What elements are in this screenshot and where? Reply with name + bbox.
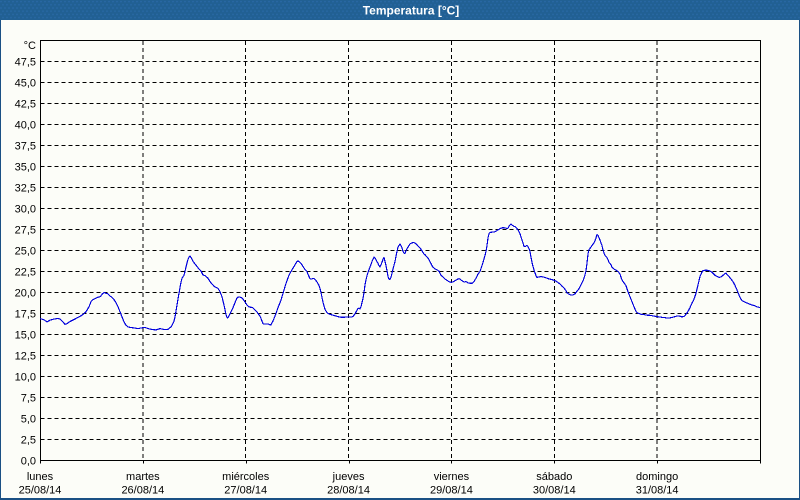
svg-text:30,0: 30,0 xyxy=(15,204,36,216)
svg-text:28/08/14: 28/08/14 xyxy=(327,485,370,497)
svg-text:40,0: 40,0 xyxy=(15,120,36,132)
svg-text:17,5: 17,5 xyxy=(15,309,36,321)
svg-text:31/08/14: 31/08/14 xyxy=(636,485,679,497)
svg-text:20,0: 20,0 xyxy=(15,288,36,300)
svg-text:37,5: 37,5 xyxy=(15,141,36,153)
svg-text:30/08/14: 30/08/14 xyxy=(533,485,576,497)
svg-text:35,0: 35,0 xyxy=(15,162,36,174)
svg-text:7,5: 7,5 xyxy=(21,393,36,405)
svg-text:miércoles: miércoles xyxy=(222,471,270,483)
svg-text:domingo: domingo xyxy=(636,471,678,483)
svg-text:Temperatura [°C]: Temperatura [°C] xyxy=(363,4,460,18)
svg-text:27/08/14: 27/08/14 xyxy=(224,485,267,497)
svg-text:°C: °C xyxy=(24,40,36,52)
svg-text:22,5: 22,5 xyxy=(15,267,36,279)
svg-text:32,5: 32,5 xyxy=(15,183,36,195)
svg-text:47,5: 47,5 xyxy=(15,57,36,69)
svg-text:5,0: 5,0 xyxy=(21,414,36,426)
svg-text:2,5: 2,5 xyxy=(21,435,36,447)
svg-text:25,0: 25,0 xyxy=(15,246,36,258)
svg-text:27,5: 27,5 xyxy=(15,225,36,237)
svg-text:jueves: jueves xyxy=(332,471,365,483)
svg-text:42,5: 42,5 xyxy=(15,99,36,111)
svg-text:lunes: lunes xyxy=(27,471,54,483)
svg-text:10,0: 10,0 xyxy=(15,372,36,384)
svg-text:12,5: 12,5 xyxy=(15,351,36,363)
svg-text:25/08/14: 25/08/14 xyxy=(19,485,62,497)
svg-text:0,0: 0,0 xyxy=(21,456,36,468)
svg-text:viernes: viernes xyxy=(434,471,470,483)
svg-text:martes: martes xyxy=(126,471,160,483)
svg-text:sábado: sábado xyxy=(536,471,572,483)
svg-text:45,0: 45,0 xyxy=(15,78,36,90)
svg-text:29/08/14: 29/08/14 xyxy=(430,485,473,497)
svg-text:15,0: 15,0 xyxy=(15,330,36,342)
svg-text:26/08/14: 26/08/14 xyxy=(121,485,164,497)
